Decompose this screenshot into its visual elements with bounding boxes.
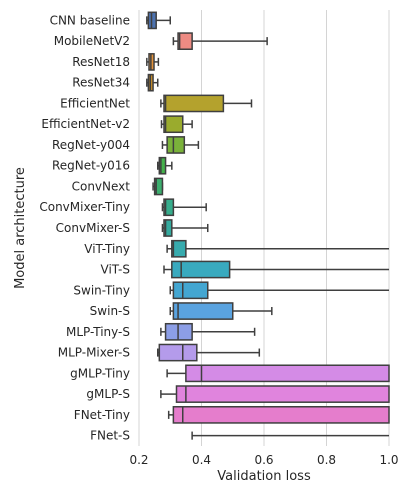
box-group <box>169 281 389 300</box>
box <box>153 177 164 196</box>
box <box>172 302 234 320</box>
y-tick-label: Swin-Tiny <box>73 283 130 297</box>
box-group <box>152 177 164 196</box>
y-tick-labels: CNN baseline MobileNetV2 ResNet18 ResNet34 E… <box>39 13 130 442</box>
y-tick-label: FNet-Tiny <box>74 408 130 422</box>
box <box>163 115 184 134</box>
box <box>163 198 175 217</box>
box-group <box>161 136 200 154</box>
box-group <box>167 406 390 424</box>
y-tick-label: RegNet-y004 <box>52 138 130 152</box>
x-tick-label: 0.4 <box>192 453 211 467</box>
box <box>164 322 193 341</box>
box-group <box>157 156 173 175</box>
box-group <box>157 343 261 362</box>
box-group <box>160 115 193 134</box>
x-tick-label: 0.6 <box>254 453 273 467</box>
y-tick-label: ResNet34 <box>72 76 130 90</box>
y-tick-label: MLP-Mixer-S <box>58 346 130 360</box>
y-axis-label: Model architecture <box>13 167 28 289</box>
box <box>158 156 167 175</box>
box-group <box>161 219 209 237</box>
x-tick-label: 1.0 <box>379 453 398 467</box>
box-group <box>166 364 390 383</box>
boxes <box>146 11 390 440</box>
box <box>172 406 390 424</box>
y-tick-label: MLP-Tiny-S <box>66 325 130 339</box>
y-tick-label: ResNet18 <box>72 55 130 69</box>
y-tick-label: MobileNetV2 <box>54 34 130 48</box>
box-group <box>161 198 207 217</box>
box-group <box>172 32 268 50</box>
box-group <box>191 431 389 440</box>
box <box>175 385 390 403</box>
box <box>171 239 187 258</box>
box <box>163 94 225 113</box>
box-group <box>146 11 171 30</box>
box <box>166 136 186 154</box>
y-tick-label: ViT-S <box>101 263 130 277</box>
y-tick-label: FNet-S <box>90 429 130 443</box>
box <box>171 260 231 279</box>
y-tick-label: ConvMixer-S <box>56 221 130 235</box>
y-tick-label: gMLP-Tiny <box>70 366 130 380</box>
box-group <box>160 322 256 341</box>
y-tick-label: gMLP-S <box>86 387 130 401</box>
y-tick-label: EfficientNet <box>60 96 130 110</box>
box-group <box>160 385 390 403</box>
box <box>172 281 209 300</box>
box <box>163 219 173 237</box>
y-tick-label: ConvNext <box>72 179 131 193</box>
box <box>147 11 157 30</box>
box <box>177 32 193 50</box>
box-group <box>146 53 160 71</box>
box <box>185 364 390 383</box>
box-group <box>166 239 389 258</box>
x-tick-label: 0.8 <box>317 453 336 467</box>
y-tick-label: RegNet-y016 <box>52 159 130 173</box>
box-group <box>146 73 159 92</box>
x-tick-labels: 0.2 0.4 0.6 0.8 1.0 <box>129 453 398 467</box>
box-group <box>160 94 253 113</box>
x-tick-label: 0.2 <box>129 453 148 467</box>
y-tick-label: Swin-S <box>90 304 130 318</box>
box-group <box>163 260 389 279</box>
box <box>158 343 198 362</box>
y-tick-label: ViT-Tiny <box>84 242 130 256</box>
y-tick-label: ConvMixer-Tiny <box>39 200 130 214</box>
y-tick-label: EfficientNet-v2 <box>41 117 130 131</box>
y-tick-label: CNN baseline <box>50 13 130 27</box>
box-group <box>169 302 273 320</box>
x-axis-label: Validation loss <box>217 469 311 484</box>
